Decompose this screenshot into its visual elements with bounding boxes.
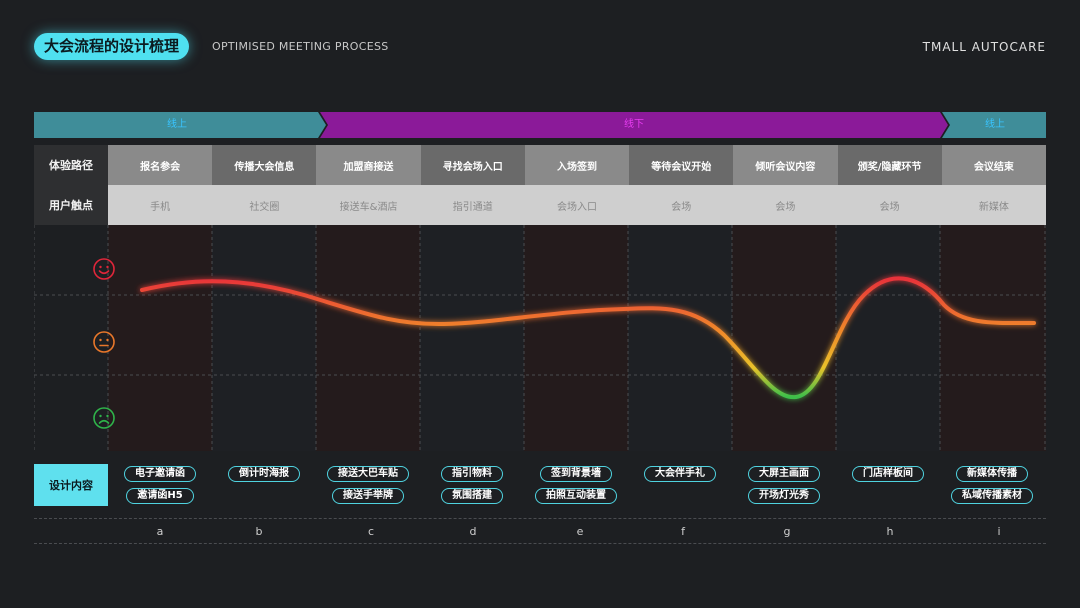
touchpoint-cell: 会场 xyxy=(629,185,734,225)
design-tag: 开场灯光秀 xyxy=(748,488,820,504)
step-cell: 入场签到 xyxy=(524,145,630,185)
step-cell: 倾听会议内容 xyxy=(733,145,838,185)
column-letter: f xyxy=(681,525,685,538)
design-column-f: 大会伴手礼 xyxy=(628,466,732,482)
brand-logo: TMALL AUTOCARE xyxy=(922,40,1046,54)
design-column-h: 门店样板间 xyxy=(836,466,940,482)
emotion-curve xyxy=(140,276,1036,400)
design-tag: 指引物料 xyxy=(441,466,503,482)
design-tag: 倒计时海报 xyxy=(228,466,300,482)
design-column-d: 指引物料 氛围搭建 xyxy=(420,466,524,504)
step-cell: 会议结束 xyxy=(941,145,1046,185)
touchpoint-cell: 会场入口 xyxy=(524,185,630,225)
design-column-e: 签到背景墙 拍照互动装置 xyxy=(524,466,628,504)
phase-label-offline: 线下 xyxy=(624,119,644,130)
column-letter: e xyxy=(576,525,584,538)
touchpoint-cell: 会场 xyxy=(733,185,838,225)
design-column-g: 大屏主画面 开场灯光秀 xyxy=(732,466,836,504)
column-letter: c xyxy=(367,525,375,538)
design-tag: 氛围搭建 xyxy=(441,488,503,504)
step-cell: 加盟商接送 xyxy=(316,145,421,185)
design-tag: 接送手举牌 xyxy=(332,488,404,504)
emotion-grid-svg xyxy=(33,225,1046,451)
column-bg xyxy=(836,225,940,451)
design-tag: 接送大巴车贴 xyxy=(327,466,409,482)
design-tag: 大屏主画面 xyxy=(748,466,820,482)
step-cell: 寻找会场入口 xyxy=(420,145,525,185)
column-letter: a xyxy=(156,525,164,538)
neutral-face-icon xyxy=(93,331,115,353)
column-bg xyxy=(316,225,420,451)
design-tag: 私域传播素材 xyxy=(951,488,1033,504)
design-column-b: 倒计时海报 xyxy=(212,466,316,482)
page-subtitle: OPTIMISED MEETING PROCESS xyxy=(212,40,389,53)
divider xyxy=(34,543,1046,544)
column-letter: b xyxy=(255,525,263,538)
design-tag: 大会伴手礼 xyxy=(644,466,716,482)
column-bg xyxy=(524,225,628,451)
sad-face-icon xyxy=(93,407,115,429)
phase-online-2-shape xyxy=(942,112,1046,138)
design-tag: 电子邀请函 xyxy=(124,466,196,482)
column-letter: d xyxy=(469,525,477,538)
touchpoint-cell: 指引通道 xyxy=(420,185,525,225)
step-cell: 报名参会 xyxy=(108,145,213,185)
design-content-label: 设计内容 xyxy=(34,464,108,506)
touchpoint-label: 用户触点 xyxy=(34,185,108,225)
design-column-c: 接送大巴车贴 接送手举牌 xyxy=(316,466,420,504)
experience-path-row: 体验路径 报名参会 传播大会信息 加盟商接送 寻找会场入口 入场签到 等待会议开… xyxy=(34,145,1046,185)
column-bg xyxy=(732,225,836,451)
column-bg xyxy=(940,225,1046,451)
column-bg xyxy=(420,225,524,451)
step-cell: 颁奖/隐藏环节 xyxy=(837,145,942,185)
touchpoint-row: 用户触点 手机 社交圈 接送车&酒店 指引通道 会场入口 会场 会场 会场 新媒… xyxy=(34,185,1046,225)
page-title: 大会流程的设计梳理 xyxy=(34,33,190,60)
column-bg xyxy=(212,225,316,451)
divider xyxy=(34,518,1046,519)
step-cell: 传播大会信息 xyxy=(212,145,317,185)
happy-face-icon xyxy=(93,258,115,280)
phase-online-1-shape xyxy=(34,112,326,138)
column-letter: g xyxy=(783,525,791,538)
design-tag: 新媒体传播 xyxy=(956,466,1028,482)
column-letter: h xyxy=(886,525,894,538)
phase-label-online-1: 线上 xyxy=(167,119,187,130)
touchpoint-cell: 接送车&酒店 xyxy=(316,185,421,225)
phase-bar-shapes xyxy=(34,112,1046,138)
touchpoint-cell: 新媒体 xyxy=(941,185,1046,225)
design-column-i: 新媒体传播 私域传播素材 xyxy=(940,466,1044,504)
column-bg xyxy=(628,225,732,451)
step-cell: 等待会议开始 xyxy=(629,145,734,185)
grid-lines xyxy=(33,225,1046,451)
design-tag: 拍照互动装置 xyxy=(535,488,617,504)
phase-bar: 线上 线下 线上 xyxy=(34,112,1046,138)
phase-label-online-2: 线上 xyxy=(985,119,1005,130)
design-tag: 邀请函H5 xyxy=(126,488,194,504)
phase-offline-shape xyxy=(320,112,948,138)
column-letter: i xyxy=(997,525,1001,538)
design-tag: 门店样板间 xyxy=(852,466,924,482)
column-bg xyxy=(108,225,212,451)
touchpoint-cell: 会场 xyxy=(837,185,942,225)
emotion-curve-chart xyxy=(33,225,1046,451)
design-tag: 签到背景墙 xyxy=(540,466,612,482)
experience-path-label: 体验路径 xyxy=(34,145,108,185)
touchpoint-cell: 社交圈 xyxy=(212,185,317,225)
design-column-a: 电子邀请函 邀请函H5 xyxy=(108,466,212,504)
touchpoint-cell: 手机 xyxy=(108,185,213,225)
